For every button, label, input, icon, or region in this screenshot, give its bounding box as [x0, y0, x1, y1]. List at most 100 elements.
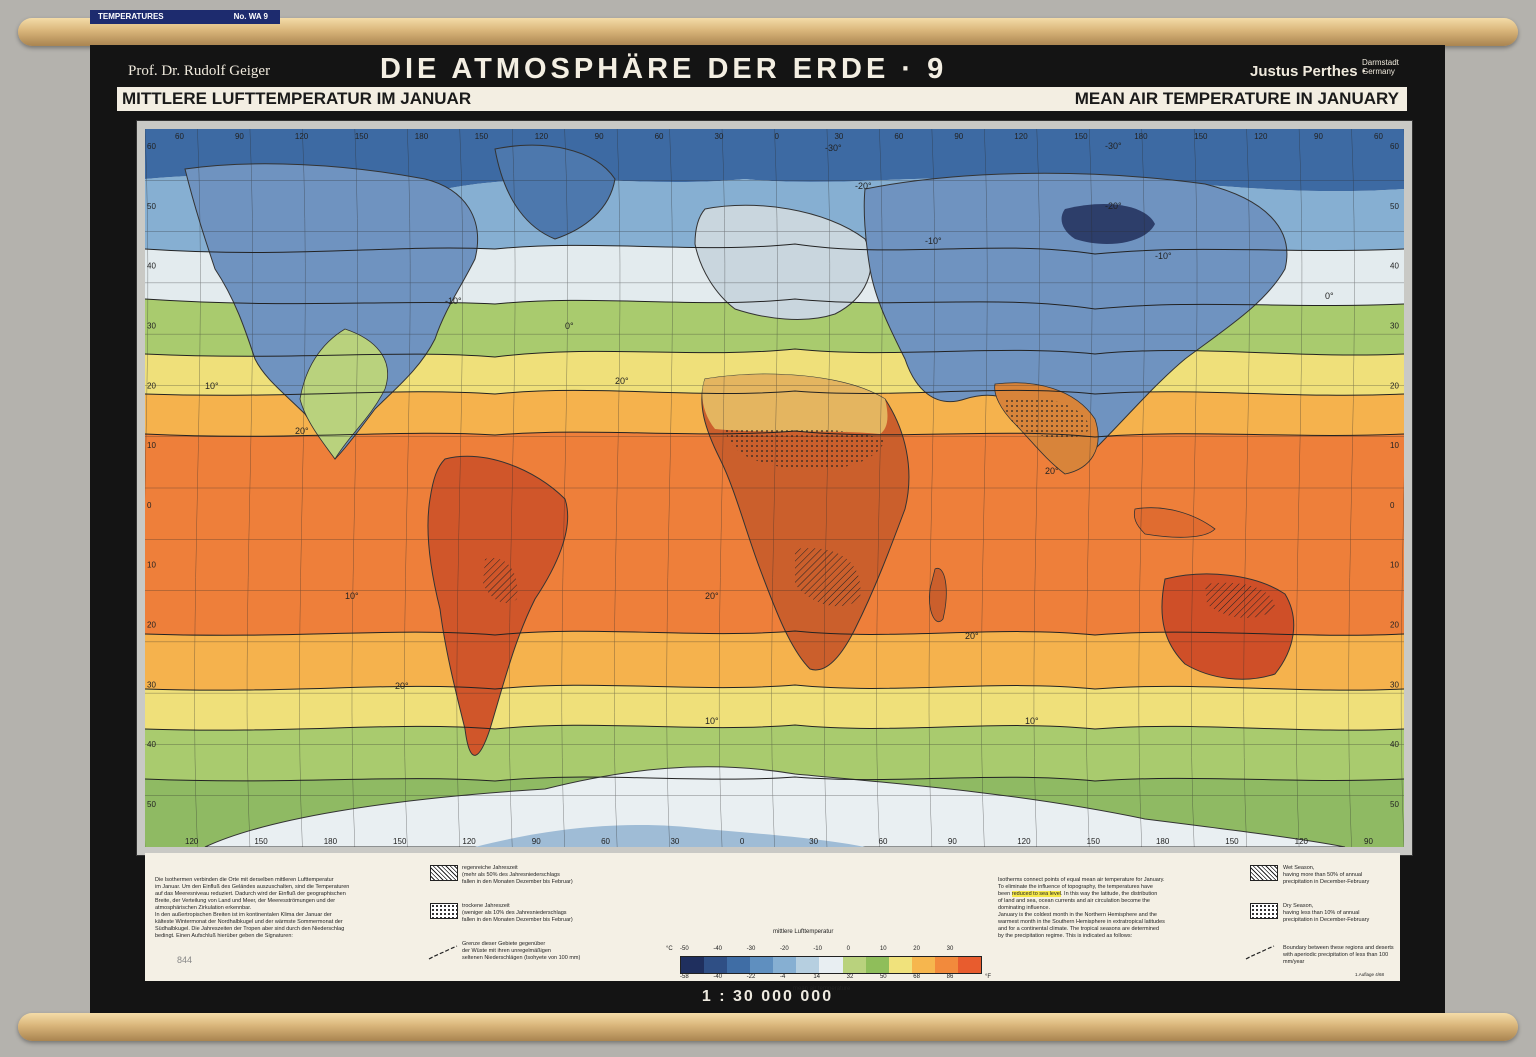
- subtitle-english: MEAN AIR TEMPERATURE IN JANUARY: [1074, 89, 1399, 108]
- color-bar-swatch: [911, 957, 935, 973]
- isotherm-label: 20°: [1045, 466, 1059, 476]
- siberia-cold-core: [1061, 204, 1155, 244]
- longitude-label-top: 180: [415, 132, 429, 141]
- fahrenheit-tick: 68: [913, 974, 920, 980]
- longitude-label-top: 60: [655, 132, 664, 141]
- color-bar-swatch: [865, 957, 889, 973]
- longitude-label-bottom: 150: [1087, 837, 1101, 846]
- longitude-label-bottom: 180: [324, 837, 338, 846]
- catalog-label-left: TEMPERATURES: [98, 12, 164, 21]
- longitude-label-bottom: 180: [1156, 837, 1170, 846]
- isotherm-label: -30°: [1105, 141, 1122, 151]
- legend-text-english: Isotherms connect points of equal mean a…: [998, 877, 1248, 940]
- celsius-tick: -40: [713, 946, 722, 952]
- latitude-label-left: 10: [147, 561, 156, 570]
- boundary-german: Grenze dieser Gebiete gegenüber der Wüst…: [462, 941, 581, 961]
- longitude-label-top: 150: [1074, 132, 1088, 141]
- dry-season-dots-symbol-en: [1250, 903, 1278, 919]
- dry-season-english: Dry Season, having less than 10% of annu…: [1283, 903, 1370, 923]
- color-bar-swatch: [773, 957, 797, 973]
- longitude-label-top: 120: [535, 132, 549, 141]
- isotherm-label: -30°: [825, 143, 842, 153]
- dry-season-dots-asia: [1004, 397, 1090, 439]
- europe: [694, 204, 872, 320]
- isotherm-label: -10°: [1155, 251, 1172, 261]
- scale-title-german: mittlere Lufttemperatur: [773, 929, 834, 935]
- latitude-label-left: 0: [147, 501, 152, 510]
- longitude-label-bottom: 120: [1017, 837, 1031, 846]
- longitude-label-bottom: 150: [1225, 837, 1239, 846]
- isotherm-label: 20°: [705, 591, 719, 601]
- latitude-label-left: 40: [147, 262, 156, 271]
- longitude-label-bottom: 120: [462, 837, 476, 846]
- wall-map-poster: Prof. Dr. Rudolf Geiger DIE ATMOSPHÄRE D…: [90, 45, 1445, 1013]
- longitude-label-top: 0: [775, 132, 780, 141]
- legend-text-german: Die Isothermen verbinden die Orte mit de…: [155, 877, 350, 939]
- fahrenheit-tick: 32: [846, 974, 854, 980]
- subtitle-german: MITTLERE LUFTTEMPERATUR IM JANUAR: [122, 89, 472, 108]
- fahrenheit-tick: -22: [746, 974, 756, 980]
- color-bar-swatch: [957, 957, 982, 973]
- latitude-label-right: 30: [1390, 321, 1399, 330]
- wet-season-german: regenreiche Jahreszeit (mehr als 50% des…: [462, 865, 573, 885]
- isotherm-label: 10°: [705, 716, 719, 726]
- antarctica-interior: [475, 825, 865, 847]
- antarctica: [204, 766, 1346, 847]
- longitude-label-top: 150: [355, 132, 369, 141]
- color-bar-swatch: [888, 957, 912, 973]
- isotherm-label: 10°: [345, 591, 359, 601]
- isotherm-label: 20°: [395, 681, 409, 691]
- longitude-label-bottom: 30: [809, 837, 818, 846]
- longitude-label-bottom: 0: [740, 837, 745, 846]
- celsius-tick: -50: [680, 946, 689, 952]
- celsius-tick-row: -50 -40 -30 -20 -10 0 10 20 30: [680, 946, 980, 952]
- longitude-label-top: 120: [1254, 132, 1268, 141]
- fahrenheit-tick-row: -58 -40 -22 -4 14 32 50 68 86: [680, 974, 980, 980]
- celsius-unit: °C: [666, 946, 673, 952]
- isotherm-label: -10°: [925, 236, 942, 246]
- color-bar-swatch: [842, 957, 866, 973]
- bottom-hanging-rod: [18, 1013, 1518, 1041]
- longitude-label-top: 150: [475, 132, 489, 141]
- band-warm-south: [145, 685, 1404, 731]
- latitude-label-left: 10: [147, 441, 156, 450]
- asia: [863, 172, 1288, 460]
- latitude-label-right: 20: [1390, 381, 1399, 390]
- latitude-label-left: 20: [147, 381, 156, 390]
- boundary-english: Boundary between these regions and deser…: [1283, 945, 1394, 965]
- longitude-label-bottom: 90: [1364, 837, 1373, 846]
- isotherm-label: 20°: [615, 376, 629, 386]
- map-title: DIE ATMOSPHÄRE DER ERDE · 9: [380, 53, 948, 85]
- latitude-label-right: 40: [1390, 262, 1399, 271]
- longitude-label-bottom: 60: [879, 837, 888, 846]
- longitude-label-top: 90: [954, 132, 963, 141]
- isotherm-label: -20°: [855, 181, 872, 191]
- fahrenheit-tick: 50: [879, 974, 887, 980]
- band-mild-south: [145, 725, 1404, 781]
- longitude-label-bottom: 120: [1295, 837, 1309, 846]
- latitude-label-left: 50: [147, 800, 156, 809]
- isotherm-label: 20°: [295, 426, 309, 436]
- temperature-color-bar: [680, 956, 982, 974]
- latitude-label-left: 50: [147, 202, 156, 211]
- dry-season-dots-africa: [725, 427, 885, 470]
- longitude-label-bottom: 120: [185, 837, 199, 846]
- catalog-label-strip: TEMPERATURES No. WA 9: [90, 10, 280, 24]
- temperature-map: -30° -20° -10° -10° 0° 10° 20° 20° 20° 10° 20° 20° 2…: [145, 129, 1404, 847]
- scale-subtitle-english: mean air temperature: [793, 986, 851, 992]
- publisher-city-line: Darmstadt: [1362, 58, 1399, 67]
- celsius-tick: 30: [946, 946, 954, 952]
- longitude-label-top: 90: [235, 132, 244, 141]
- longitude-label-top: 150: [1194, 132, 1208, 141]
- celsius-tick: 20: [913, 946, 920, 952]
- fahrenheit-tick: -58: [680, 974, 689, 980]
- south-america: [427, 455, 569, 756]
- author: Prof. Dr. Rudolf Geiger: [128, 63, 271, 79]
- latitude-label-right: 30: [1390, 680, 1399, 689]
- wet-season-hatch-africa: [795, 548, 861, 607]
- fahrenheit-tick: 14: [813, 974, 820, 980]
- map-frame: -30° -20° -10° -10° 0° 10° 20° 20° 20° 10° 20° 20° 2…: [136, 120, 1413, 856]
- legend-panel: Die Isothermen verbinden die Orte mit de…: [145, 853, 1400, 992]
- dry-season-german: trockene Jahreszeit (weniger als 10% des…: [462, 903, 573, 923]
- meridian-line: [1400, 129, 1404, 847]
